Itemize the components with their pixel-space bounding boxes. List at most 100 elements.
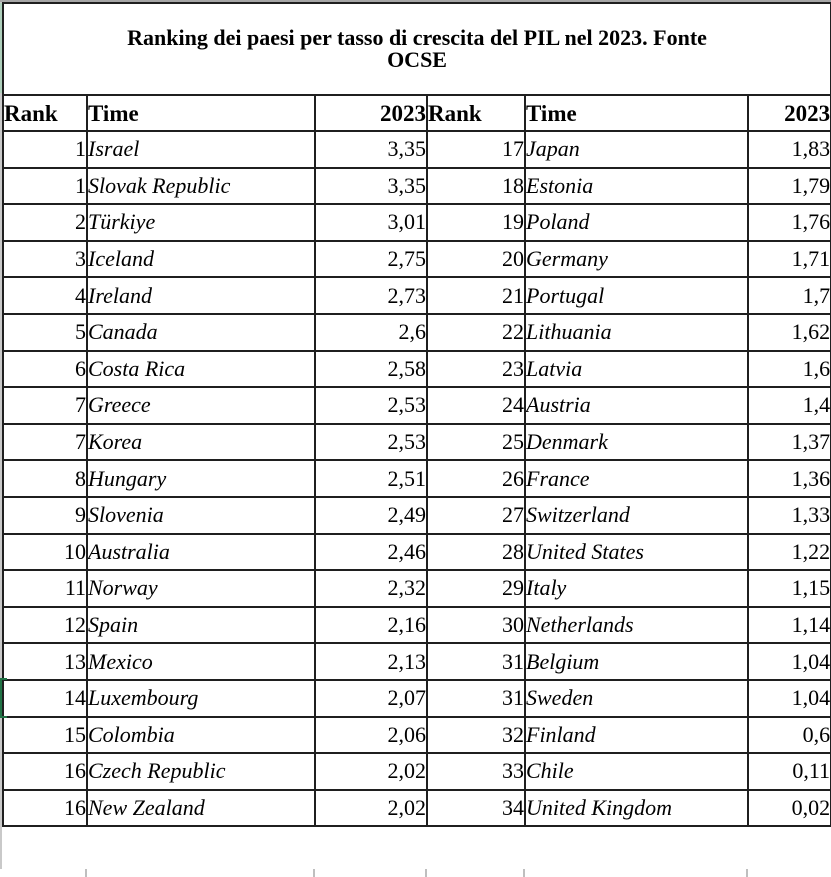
value-cell-right[interactable]: 1,22 bbox=[746, 532, 831, 572]
value-cell-left[interactable]: 2,06 bbox=[314, 715, 428, 755]
country-cell-left[interactable]: Australia bbox=[86, 532, 316, 572]
value-cell-right[interactable]: 0,11 bbox=[746, 752, 831, 791]
country-cell-right[interactable]: Poland bbox=[524, 203, 749, 242]
rank-cell-right[interactable]: 22 bbox=[426, 312, 526, 352]
rank-cell-left[interactable]: 13 bbox=[2, 642, 88, 681]
value-cell-left[interactable]: 2,02 bbox=[314, 752, 428, 791]
country-cell-right[interactable]: Switzerland bbox=[524, 495, 749, 535]
country-cell-right[interactable]: Belgium bbox=[524, 642, 749, 681]
country-cell-right[interactable]: Austria bbox=[524, 386, 749, 425]
header-2023-right[interactable]: 2023 bbox=[746, 94, 831, 132]
rank-cell-left[interactable]: 9 bbox=[2, 495, 88, 535]
country-cell-left[interactable]: Costa Rica bbox=[86, 349, 316, 389]
country-cell-left[interactable]: Czech Republic bbox=[86, 752, 316, 791]
country-cell-left[interactable]: Mexico bbox=[86, 642, 316, 681]
country-cell-left[interactable]: Greece bbox=[86, 386, 316, 425]
country-cell-left[interactable]: Canada bbox=[86, 312, 316, 352]
country-cell-right[interactable]: United Kingdom bbox=[524, 788, 749, 828]
country-cell-right[interactable]: Italy bbox=[524, 569, 749, 608]
rank-cell-right[interactable]: 31 bbox=[426, 678, 526, 718]
rank-cell-right[interactable]: 17 bbox=[426, 130, 526, 169]
value-cell-left[interactable]: 2,58 bbox=[314, 349, 428, 389]
value-cell-left[interactable]: 2,53 bbox=[314, 386, 428, 425]
value-cell-right[interactable]: 1,71 bbox=[746, 239, 831, 279]
rank-cell-right[interactable]: 20 bbox=[426, 239, 526, 279]
rank-cell-right[interactable]: 25 bbox=[426, 422, 526, 462]
rank-cell-right[interactable]: 32 bbox=[426, 715, 526, 755]
value-cell-left[interactable]: 3,35 bbox=[314, 130, 428, 169]
rank-cell-left[interactable]: 4 bbox=[2, 276, 88, 315]
rank-cell-right[interactable]: 33 bbox=[426, 752, 526, 791]
rank-cell-right[interactable]: 19 bbox=[426, 203, 526, 242]
value-cell-right[interactable]: 1,36 bbox=[746, 459, 831, 498]
value-cell-right[interactable]: 1,33 bbox=[746, 495, 831, 535]
country-cell-left[interactable]: Luxembourg bbox=[86, 678, 316, 718]
value-cell-left[interactable]: 2,51 bbox=[314, 459, 428, 498]
rank-cell-right[interactable]: 29 bbox=[426, 569, 526, 608]
country-cell-left[interactable]: Spain bbox=[86, 605, 316, 645]
value-cell-right[interactable]: 1,14 bbox=[746, 605, 831, 645]
rank-cell-left[interactable]: 11 bbox=[2, 569, 88, 608]
rank-cell-left[interactable]: 7 bbox=[2, 422, 88, 462]
rank-cell-right[interactable]: 27 bbox=[426, 495, 526, 535]
value-cell-left[interactable]: 3,01 bbox=[314, 203, 428, 242]
rank-cell-right[interactable]: 26 bbox=[426, 459, 526, 498]
country-cell-right[interactable]: United States bbox=[524, 532, 749, 572]
header-rank-left[interactable]: Rank bbox=[2, 94, 88, 132]
country-cell-left[interactable]: Türkiye bbox=[86, 203, 316, 242]
value-cell-left[interactable]: 2,13 bbox=[314, 642, 428, 681]
country-cell-left[interactable]: Iceland bbox=[86, 239, 316, 279]
value-cell-right[interactable]: 1,4 bbox=[746, 386, 831, 425]
value-cell-left[interactable]: 2,07 bbox=[314, 678, 428, 718]
country-cell-right[interactable]: Sweden bbox=[524, 678, 749, 718]
country-cell-right[interactable]: Latvia bbox=[524, 349, 749, 389]
value-cell-left[interactable]: 2,32 bbox=[314, 569, 428, 608]
country-cell-right[interactable]: Portugal bbox=[524, 276, 749, 315]
value-cell-right[interactable]: 0,02 bbox=[746, 788, 831, 828]
rank-cell-right[interactable]: 23 bbox=[426, 349, 526, 389]
country-cell-left[interactable]: Slovenia bbox=[86, 495, 316, 535]
header-time-right[interactable]: Time bbox=[524, 94, 749, 132]
rank-cell-left[interactable]: 1 bbox=[2, 166, 88, 206]
country-cell-right[interactable]: France bbox=[524, 459, 749, 498]
value-cell-right[interactable]: 1,37 bbox=[746, 422, 831, 462]
value-cell-right[interactable]: 1,6 bbox=[746, 349, 831, 389]
value-cell-right[interactable]: 1,04 bbox=[746, 678, 831, 718]
country-cell-left[interactable]: Korea bbox=[86, 422, 316, 462]
value-cell-left[interactable]: 2,49 bbox=[314, 495, 428, 535]
value-cell-left[interactable]: 2,75 bbox=[314, 239, 428, 279]
value-cell-right[interactable]: 1,79 bbox=[746, 166, 831, 206]
value-cell-right[interactable]: 1,04 bbox=[746, 642, 831, 681]
rank-cell-left[interactable]: 16 bbox=[2, 752, 88, 791]
rank-cell-left[interactable]: 10 bbox=[2, 532, 88, 572]
value-cell-right[interactable]: 1,15 bbox=[746, 569, 831, 608]
country-cell-left[interactable]: Israel bbox=[86, 130, 316, 169]
rank-cell-left[interactable]: 5 bbox=[2, 312, 88, 352]
rank-cell-right[interactable]: 31 bbox=[426, 642, 526, 681]
country-cell-left[interactable]: Slovak Republic bbox=[86, 166, 316, 206]
value-cell-left[interactable]: 2,73 bbox=[314, 276, 428, 315]
country-cell-right[interactable]: Germany bbox=[524, 239, 749, 279]
value-cell-right[interactable]: 1,7 bbox=[746, 276, 831, 315]
rank-cell-left[interactable]: 14 bbox=[2, 678, 88, 718]
value-cell-left[interactable]: 2,6 bbox=[314, 312, 428, 352]
value-cell-right[interactable]: 0,6 bbox=[746, 715, 831, 755]
value-cell-left[interactable]: 3,35 bbox=[314, 166, 428, 206]
rank-cell-left[interactable]: 12 bbox=[2, 605, 88, 645]
country-cell-left[interactable]: Hungary bbox=[86, 459, 316, 498]
country-cell-right[interactable]: Estonia bbox=[524, 166, 749, 206]
country-cell-left[interactable]: New Zealand bbox=[86, 788, 316, 828]
rank-cell-right[interactable]: 21 bbox=[426, 276, 526, 315]
value-cell-right[interactable]: 1,62 bbox=[746, 312, 831, 352]
country-cell-right[interactable]: Chile bbox=[524, 752, 749, 791]
rank-cell-left[interactable]: 15 bbox=[2, 715, 88, 755]
table-title-cell[interactable]: Ranking dei paesi per tasso di crescita … bbox=[1, 2, 831, 96]
header-rank-right[interactable]: Rank bbox=[426, 94, 526, 132]
rank-cell-right[interactable]: 24 bbox=[426, 386, 526, 425]
country-cell-left[interactable]: Ireland bbox=[86, 276, 316, 315]
rank-cell-right[interactable]: 28 bbox=[426, 532, 526, 572]
header-2023-left[interactable]: 2023 bbox=[314, 94, 428, 132]
value-cell-left[interactable]: 2,53 bbox=[314, 422, 428, 462]
value-cell-left[interactable]: 2,02 bbox=[314, 788, 428, 828]
rank-cell-left[interactable]: 1 bbox=[2, 130, 88, 169]
